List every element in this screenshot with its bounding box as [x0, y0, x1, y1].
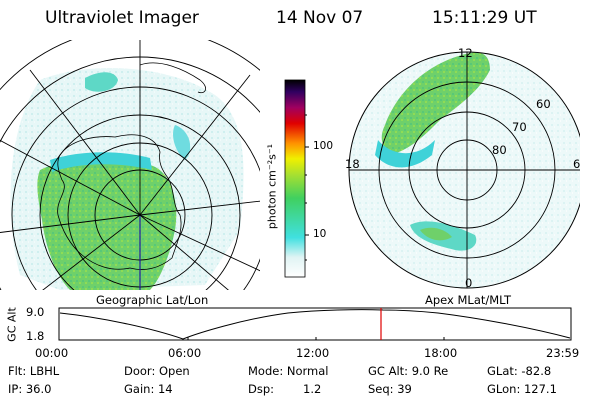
mlat-label-80: 80 [492, 143, 507, 157]
glon-info: GLon: 127.1 [487, 382, 557, 396]
altitude-axis-label: GC Alt [5, 307, 19, 342]
left-panel-caption: Geographic Lat/Lon [96, 293, 209, 307]
time-tick-0600: 06:00 [168, 346, 202, 360]
alt-tick-9: 9.0 [26, 305, 45, 319]
gain-info: Gain: 14 [124, 382, 173, 396]
alt-tick-1-8: 1.8 [26, 329, 45, 343]
time-tick-2359: 23:59 [546, 346, 580, 360]
time-tick-1200: 12:00 [296, 346, 330, 360]
image-time: 15:11:29 UT [432, 8, 537, 28]
mlat-label-70: 70 [512, 120, 527, 134]
cyan-band-dayside [375, 140, 435, 168]
door-info: Door: Open [124, 364, 190, 378]
altitude-plot [58, 307, 572, 341]
instrument-title: Ultraviolet Imager [45, 8, 199, 28]
coastline-fragment [139, 62, 207, 94]
auroral-oval-left [37, 159, 177, 290]
dsp-label: Dsp: [248, 382, 275, 396]
time-tick-1800: 18:00 [424, 346, 458, 360]
upper-emission-patch [85, 72, 118, 92]
mlt-label-6: 6 [573, 157, 581, 171]
gc-alt-info: GC Alt: 9.0 Re [368, 364, 449, 378]
mode-info: Mode: Normal [248, 364, 329, 378]
glat-info: GLat: -82.8 [487, 364, 552, 378]
mlt-label-0: 0 [465, 276, 473, 290]
image-date: 14 Nov 07 [276, 8, 364, 28]
coastline-antarctica [57, 134, 182, 270]
colorbar-gradient [284, 79, 306, 278]
mlt-label-12: 12 [458, 46, 473, 60]
colorbar-tick-10: 10 [313, 228, 327, 240]
dsp-value: 1.2 [303, 382, 322, 396]
altitude-curve [59, 309, 571, 340]
colorbar [284, 79, 309, 278]
cyan-band-left [50, 152, 152, 172]
magnetic-polar-image [348, 51, 580, 289]
cyan-patch-right [173, 125, 191, 160]
right-panel-caption: Apex MLat/MLT [425, 293, 512, 307]
mlat-label-60: 60 [536, 97, 551, 111]
seq-info: Seq: 39 [368, 382, 412, 396]
time-tick-0000: 00:00 [35, 346, 69, 360]
geographic-auroral-image [0, 40, 260, 290]
mlt-label-18: 18 [345, 157, 360, 171]
filter-info: Flt: LBHL [8, 364, 60, 378]
colorbar-unit-label: photon cm⁻²s⁻¹ [265, 143, 279, 230]
colorbar-tick-100: 100 [313, 140, 334, 152]
ip-info: IP: 36.0 [8, 382, 52, 396]
nightside-green-patch [420, 227, 452, 241]
auroral-oval-dayside [381, 52, 490, 155]
